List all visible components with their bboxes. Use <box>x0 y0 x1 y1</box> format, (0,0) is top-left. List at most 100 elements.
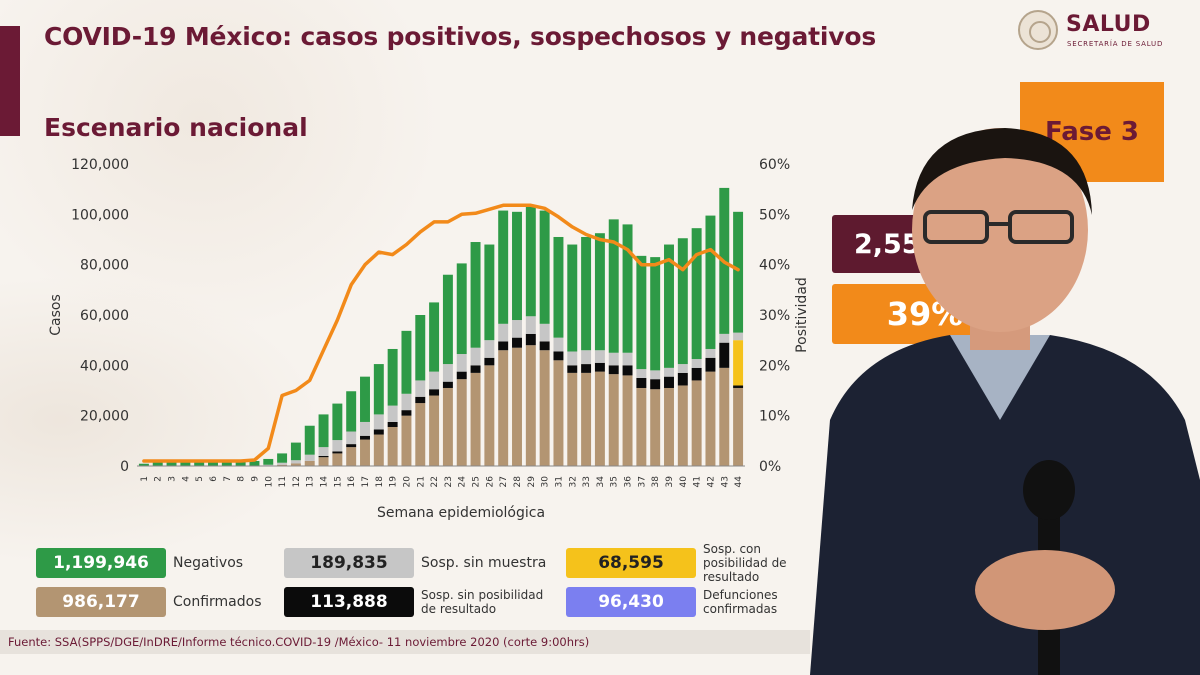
legend-value: 986,177 <box>36 587 166 617</box>
bar-segment <box>733 340 744 386</box>
bar-segment <box>180 459 191 466</box>
x-tick-label: 37 <box>637 476 647 487</box>
x-tick-label: 36 <box>624 476 634 488</box>
bar-segment <box>567 351 578 366</box>
y2-tick-label: 60% <box>759 157 790 173</box>
y-tick-label: 60,000 <box>80 308 129 324</box>
bar-segment <box>636 369 647 378</box>
bar-segment <box>484 244 495 341</box>
source-footer: Fuente: SSA(SPPS/DGE/InDRE/Informe técni… <box>0 630 810 654</box>
bar-segment <box>346 391 357 432</box>
x-tick-label: 4 <box>181 476 191 482</box>
bar-segment <box>677 364 688 373</box>
bar-segment <box>484 357 495 366</box>
bar-segment <box>442 274 453 365</box>
bar-segment <box>442 387 453 466</box>
bar-segment <box>415 380 426 397</box>
bar-segment <box>650 379 661 390</box>
x-tick-label: 11 <box>278 476 288 487</box>
legend-label: Confirmados <box>173 594 262 610</box>
x-tick-label: 30 <box>541 476 551 488</box>
x-tick-label: 35 <box>610 476 620 487</box>
legend-label: Negativos <box>173 555 244 571</box>
bar-segment <box>373 434 384 466</box>
bar-segment <box>691 359 702 368</box>
bar-segment <box>567 244 578 352</box>
legend-value: 189,835 <box>284 548 414 578</box>
bar-segment <box>401 410 412 416</box>
y2-axis-label: Positividad <box>794 277 810 353</box>
x-tick-label: 22 <box>430 476 440 487</box>
y-axis-label: Casos <box>48 294 64 336</box>
bar-segment <box>705 357 716 372</box>
presenter-face <box>912 128 1088 332</box>
bar-segment <box>636 377 647 388</box>
bar-segment <box>677 372 688 386</box>
bar-segment <box>318 455 329 458</box>
bar-segment <box>553 351 564 361</box>
bar-segment <box>733 332 744 341</box>
bar-segment <box>360 376 370 422</box>
bar-segment <box>512 320 522 338</box>
bar-segment <box>622 224 633 353</box>
x-tick-label: 26 <box>485 476 495 488</box>
x-tick-label: 40 <box>679 476 689 488</box>
bar-segment <box>304 454 315 461</box>
bar-segment <box>387 421 398 427</box>
bar-segment <box>415 396 426 404</box>
bar-segment <box>608 374 619 466</box>
x-tick-label: 29 <box>527 476 537 488</box>
x-tick-label: 8 <box>237 476 247 482</box>
bar-segment <box>346 447 357 466</box>
bar-segment <box>581 372 592 466</box>
bar-segment <box>512 337 522 348</box>
presenter-hand <box>975 550 1115 630</box>
bar-segment <box>290 463 301 466</box>
bar-segment <box>235 460 246 466</box>
bar-segment <box>498 323 509 342</box>
bar-segment <box>456 263 467 355</box>
y-tick-label: 80,000 <box>80 258 129 274</box>
bar-segment <box>719 333 730 343</box>
bar-segment <box>332 451 343 454</box>
bar-segment <box>525 205 536 317</box>
bar-segment <box>401 415 412 466</box>
cases-chart: 0 20,000 40,000 60,000 80,000 100,000 120,000 0… <box>48 157 810 521</box>
bar-segment <box>539 323 550 342</box>
legend-label: Sosp. sin muestra <box>421 555 547 571</box>
bar-segment <box>567 365 578 373</box>
bar-segment <box>719 367 730 466</box>
bar-segment <box>277 453 288 463</box>
bar-segment <box>567 372 578 466</box>
y-tick-label: 0 <box>120 459 129 475</box>
x-tick-label: 15 <box>333 476 343 487</box>
bar-segment <box>442 381 453 388</box>
x-tick-label: 21 <box>416 476 426 487</box>
bar-segment <box>415 403 426 466</box>
bar-segment <box>470 372 481 466</box>
bar-segment <box>346 431 357 445</box>
x-tick-label: 3 <box>168 476 178 482</box>
x-tick-label: 7 <box>223 476 233 482</box>
x-tick-label: 1 <box>140 476 150 482</box>
x-tick-label: 2 <box>154 476 164 482</box>
bar-segment <box>650 257 661 371</box>
x-tick-label: 16 <box>347 476 357 488</box>
x-tick-label: 38 <box>651 476 661 488</box>
x-tick-label: 32 <box>568 476 578 487</box>
bar-segment <box>553 337 564 352</box>
y-tick-label: 40,000 <box>80 358 129 374</box>
bar-segment <box>429 371 440 390</box>
bar-segment <box>360 439 370 466</box>
bar-segment <box>470 365 481 373</box>
y2-tick-label: 20% <box>759 358 790 374</box>
bar-segment <box>194 460 205 466</box>
bar-segment <box>539 341 550 351</box>
legend-value: 113,888 <box>284 587 414 617</box>
bar-segment <box>525 333 536 346</box>
bar-segment <box>373 364 384 415</box>
bar-segment <box>456 379 467 466</box>
bar-segment <box>553 360 564 466</box>
bar-segment <box>498 350 509 466</box>
bar-segment <box>691 380 702 466</box>
